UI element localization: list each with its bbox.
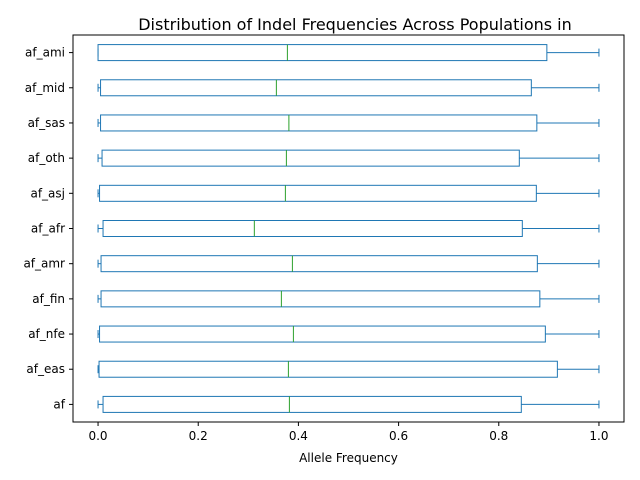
x-tick-label: 0.4: [289, 429, 308, 443]
y-tick-label: af_amr: [23, 257, 65, 271]
y-tick-label: af_oth: [28, 151, 65, 165]
box-group-af_nfe: [97, 325, 600, 343]
y-tick-label: af_mid: [25, 81, 65, 95]
box: [100, 79, 532, 97]
y-tick-label: af_afr: [31, 222, 65, 236]
box: [99, 325, 546, 343]
x-tick-label: 0.8: [489, 429, 508, 443]
x-axis-ticks: 0.0 0.2 0.4 0.6 0.8 1.0: [88, 422, 609, 443]
x-tick-label: 0.2: [189, 429, 208, 443]
box-group-af_ami: [97, 44, 600, 62]
x-tick-label: 0.6: [389, 429, 408, 443]
y-tick-label: af_eas: [26, 362, 65, 376]
box: [97, 44, 548, 62]
plot-area: [97, 44, 600, 413]
y-tick-label: af_sas: [28, 116, 65, 130]
chart-title: Distribution of Indel Frequencies Across…: [138, 15, 572, 34]
box: [102, 220, 523, 237]
box: [100, 114, 538, 132]
y-tick-label: af_asj: [30, 186, 65, 200]
x-axis-label: Allele Frequency: [299, 451, 398, 465]
box: [98, 360, 558, 378]
y-tick-label: af: [53, 397, 65, 411]
box-group-af_amr: [97, 255, 600, 273]
box: [100, 255, 538, 273]
box-group-af_sas: [97, 114, 600, 132]
box: [101, 149, 520, 167]
box-group-af_fin: [97, 290, 600, 308]
y-tick-label: af_nfe: [28, 327, 65, 341]
box-group-af: [97, 395, 600, 413]
x-tick-label: 0.0: [88, 429, 107, 443]
box: [102, 395, 522, 413]
y-tick-label: af_ami: [25, 46, 65, 60]
x-tick-label: 1.0: [589, 429, 608, 443]
box-group-af_eas: [97, 360, 600, 378]
box-group-af_afr: [97, 220, 600, 237]
box: [99, 184, 537, 202]
box-group-af_mid: [97, 79, 600, 97]
box-group-af_oth: [97, 149, 600, 167]
box: [100, 290, 541, 308]
y-axis-ticks: af af_eas af_nfe af_fin af_amr af_afr af_asj af…: [23, 46, 73, 411]
box-group-af_asj: [97, 184, 600, 202]
y-tick-label: af_fin: [32, 292, 65, 306]
